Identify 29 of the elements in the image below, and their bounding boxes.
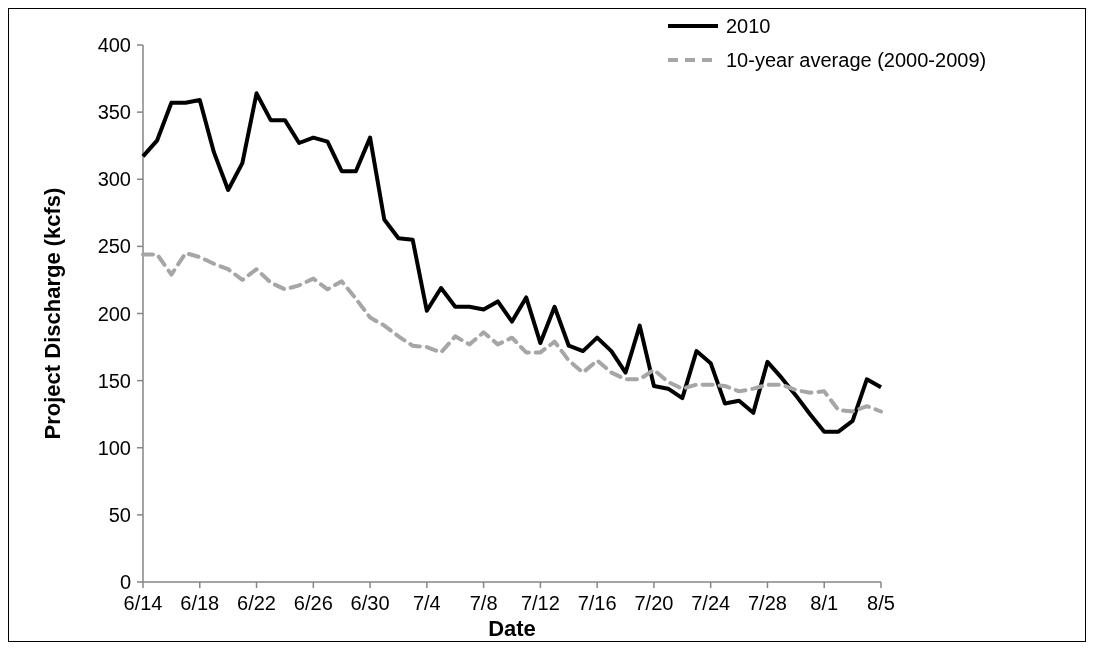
y-tick-label: 300 xyxy=(97,168,131,191)
x-tick-label: 6/14 xyxy=(123,592,163,614)
x-tick-label: 6/22 xyxy=(237,592,277,614)
x-tick-label: 7/8 xyxy=(469,592,498,614)
x-tick-label: 6/26 xyxy=(293,592,333,614)
x-tick-label: 7/12 xyxy=(520,592,560,614)
x-tick-label: 6/30 xyxy=(350,592,390,614)
x-tick-label: 6/18 xyxy=(180,592,220,614)
x-tick-label: 8/1 xyxy=(810,592,839,614)
x-tick-label: 7/16 xyxy=(577,592,617,614)
y-tick-label: 350 xyxy=(97,101,131,124)
x-axis-title: Date xyxy=(488,616,536,641)
y-tick-label: 400 xyxy=(97,34,131,56)
y-tick-label: 150 xyxy=(97,369,131,392)
x-tick-label: 7/20 xyxy=(634,592,674,614)
x-tick-label: 8/5 xyxy=(867,592,895,614)
y-tick-label: 100 xyxy=(97,436,131,459)
y-tick-label: 250 xyxy=(97,235,131,258)
y-tick-label: 0 xyxy=(119,571,131,593)
x-tick-label: 7/4 xyxy=(412,592,441,614)
x-tick-label: 7/28 xyxy=(747,592,787,614)
line-series xyxy=(141,91,883,434)
legend-label: 2010 xyxy=(726,15,771,37)
x-tick-label: 7/24 xyxy=(691,592,731,614)
line-series xyxy=(141,251,883,414)
y-tick-label: 200 xyxy=(97,302,131,325)
legend-label: 10-year average (2000-2009) xyxy=(726,49,987,71)
y-tick-label: 50 xyxy=(108,503,131,526)
y-axis-title: Project Discharge (kcfs) xyxy=(40,187,65,440)
